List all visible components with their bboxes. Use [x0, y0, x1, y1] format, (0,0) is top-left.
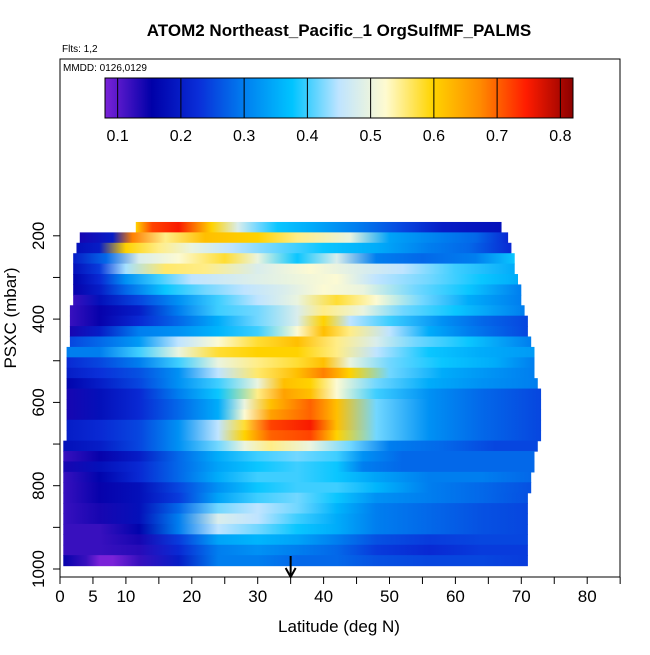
y-tick-label: 200	[29, 222, 48, 250]
heatmap-band	[73, 274, 519, 286]
heatmap-band	[76, 242, 512, 254]
colorbar-tick-label: 0.3	[233, 128, 255, 145]
heatmap-band	[66, 430, 542, 442]
heatmap-band	[69, 315, 528, 327]
latitude-marker	[284, 556, 297, 580]
heatmap-band	[63, 503, 528, 515]
colorbar-gradient	[104, 77, 574, 119]
heatmap-band	[63, 555, 528, 567]
x-axis-label: Latitude (deg N)	[278, 617, 400, 636]
heatmap-band	[66, 378, 538, 390]
heatmap-layer	[63, 221, 542, 567]
y-tick-label: 600	[29, 388, 48, 416]
heatmap-band	[63, 440, 538, 452]
heatmap-band	[66, 419, 542, 431]
colorbar-tick-label: 0.6	[423, 128, 445, 145]
heatmap-band	[63, 461, 535, 473]
x-tick-label: 0	[55, 587, 64, 606]
colorbar-tick-label: 0.8	[549, 128, 571, 145]
y-tick-label: 800	[29, 472, 48, 500]
x-axis: 0 5 10 20 30 40 50 60 70 80	[55, 577, 621, 606]
heatmap-band	[66, 367, 535, 379]
heatmap-band	[66, 346, 535, 358]
marker-arrow-head	[284, 567, 297, 580]
heatmap-band	[63, 482, 532, 494]
heatmap-band	[66, 409, 542, 421]
x-tick-label: 30	[248, 587, 267, 606]
x-tick-label: 60	[446, 587, 465, 606]
heatmap-band	[63, 451, 535, 463]
colorbar-tick-label: 0.2	[170, 128, 192, 145]
heatmap-band	[73, 263, 515, 275]
heatmap-band	[69, 305, 525, 317]
y-axis: 200 400 600 800 1000	[29, 222, 60, 588]
heatmap-band	[69, 336, 532, 348]
heatmap-band	[69, 326, 528, 338]
heatmap-band	[73, 253, 515, 265]
x-tick-label: 50	[380, 587, 399, 606]
heatmap-band	[73, 294, 522, 306]
colorbar: 0.1 0.2 0.3 0.4 0.5 0.6 0.7 0.8	[104, 77, 574, 145]
plot-frame	[59, 58, 621, 578]
x-tick-label: 20	[182, 587, 201, 606]
heatmap-band	[63, 534, 528, 546]
chart-title: ATOM2 Northeast_Pacific_1 OrgSulfMF_PALM…	[147, 21, 531, 40]
colorbar-tick-label: 0.5	[359, 128, 381, 145]
heatmap-band	[63, 513, 528, 525]
y-tick-label: 400	[29, 305, 48, 333]
x-tick-label: 10	[116, 587, 135, 606]
colorbar-tick-label: 0.7	[486, 128, 508, 145]
heatmap-band	[66, 357, 535, 369]
heatmap-band	[73, 284, 522, 296]
heatmap-band	[63, 523, 528, 535]
colorbar-tick-label: 0.4	[296, 128, 318, 145]
colorbar-tick-label: 0.1	[107, 128, 129, 145]
dates-annotation: MMDD: 0126,0129	[63, 63, 147, 74]
flights-annotation: Flts: 1,2	[62, 44, 98, 55]
heatmap-band	[66, 398, 542, 410]
x-tick-label: 40	[314, 587, 333, 606]
x-tick-label: 5	[88, 587, 97, 606]
x-tick-label: 80	[578, 587, 597, 606]
heatmap-band	[66, 388, 542, 400]
x-tick-label: 70	[512, 587, 531, 606]
heatmap-band	[63, 492, 528, 504]
y-axis-label: PSXC (mbar)	[1, 267, 20, 368]
heatmap-band	[135, 221, 502, 233]
heatmap-band	[63, 471, 532, 483]
heatmap-band	[79, 232, 509, 244]
heatmap-band	[63, 544, 528, 556]
y-tick-label: 1000	[29, 550, 48, 588]
